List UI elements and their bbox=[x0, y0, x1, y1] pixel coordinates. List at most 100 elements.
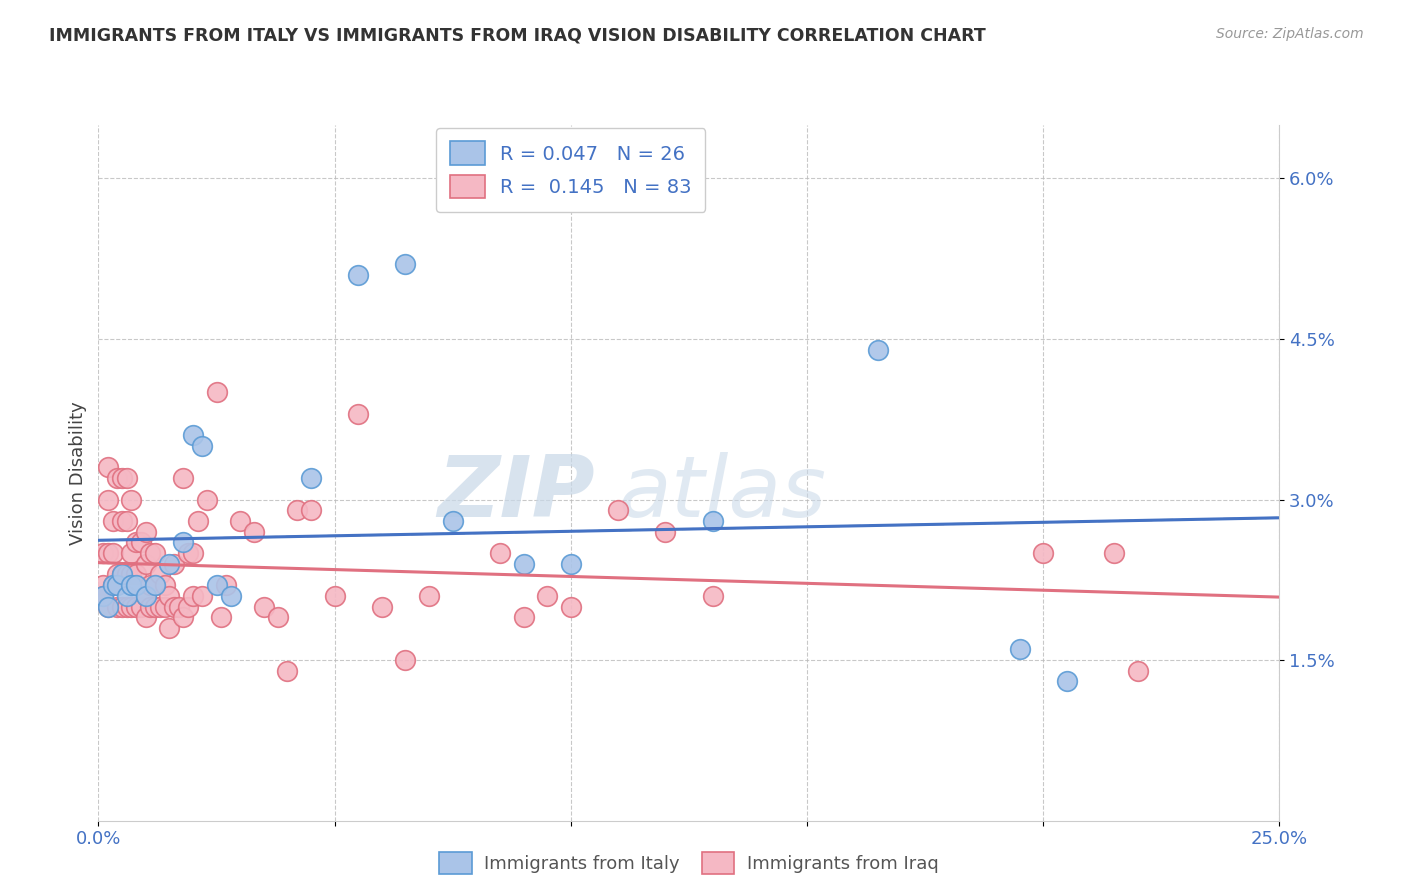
Point bbox=[129, 535, 152, 549]
Point bbox=[105, 567, 128, 582]
Text: IMMIGRANTS FROM ITALY VS IMMIGRANTS FROM IRAQ VISION DISABILITY CORRELATION CHAR: IMMIGRANTS FROM ITALY VS IMMIGRANTS FROM… bbox=[49, 27, 986, 45]
Point bbox=[129, 599, 152, 614]
Point bbox=[285, 503, 308, 517]
Point bbox=[115, 514, 138, 528]
Point bbox=[219, 589, 242, 603]
Point bbox=[177, 599, 200, 614]
Point bbox=[125, 599, 148, 614]
Point bbox=[105, 599, 128, 614]
Point bbox=[253, 599, 276, 614]
Point bbox=[105, 578, 128, 592]
Point bbox=[276, 664, 298, 678]
Point bbox=[157, 621, 180, 635]
Point bbox=[91, 589, 114, 603]
Point bbox=[101, 546, 124, 560]
Point bbox=[1102, 546, 1125, 560]
Point bbox=[121, 492, 143, 507]
Point bbox=[97, 460, 120, 475]
Point bbox=[91, 578, 114, 592]
Point bbox=[512, 610, 534, 624]
Point bbox=[177, 546, 200, 560]
Point bbox=[209, 610, 232, 624]
Point bbox=[91, 589, 114, 603]
Point bbox=[371, 599, 394, 614]
Text: Source: ZipAtlas.com: Source: ZipAtlas.com bbox=[1216, 27, 1364, 41]
Point bbox=[111, 567, 134, 582]
Point bbox=[181, 546, 204, 560]
Point bbox=[187, 514, 209, 528]
Point bbox=[121, 567, 143, 582]
Point bbox=[607, 503, 630, 517]
Point bbox=[135, 610, 157, 624]
Point bbox=[121, 546, 143, 560]
Point bbox=[163, 557, 186, 571]
Point bbox=[702, 589, 724, 603]
Point bbox=[243, 524, 266, 539]
Point bbox=[512, 557, 534, 571]
Point bbox=[441, 514, 464, 528]
Point bbox=[105, 471, 128, 485]
Point bbox=[267, 610, 290, 624]
Point bbox=[111, 514, 134, 528]
Point bbox=[229, 514, 252, 528]
Point bbox=[135, 589, 157, 603]
Point bbox=[181, 589, 204, 603]
Point bbox=[163, 599, 186, 614]
Point bbox=[97, 599, 120, 614]
Point bbox=[560, 599, 582, 614]
Point bbox=[97, 599, 120, 614]
Point bbox=[111, 599, 134, 614]
Point bbox=[153, 578, 176, 592]
Point bbox=[135, 557, 157, 571]
Point bbox=[1032, 546, 1054, 560]
Point bbox=[299, 503, 322, 517]
Point bbox=[125, 578, 148, 592]
Point bbox=[299, 471, 322, 485]
Point bbox=[143, 578, 166, 592]
Point bbox=[172, 471, 194, 485]
Text: atlas: atlas bbox=[619, 452, 827, 535]
Point bbox=[195, 492, 218, 507]
Point bbox=[115, 567, 138, 582]
Point bbox=[702, 514, 724, 528]
Point bbox=[143, 578, 166, 592]
Point bbox=[111, 471, 134, 485]
Point bbox=[125, 567, 148, 582]
Point bbox=[149, 567, 172, 582]
Point bbox=[97, 492, 120, 507]
Point bbox=[172, 535, 194, 549]
Y-axis label: Vision Disability: Vision Disability bbox=[69, 401, 87, 545]
Point bbox=[1126, 664, 1149, 678]
Point bbox=[121, 599, 143, 614]
Point bbox=[172, 610, 194, 624]
Point bbox=[121, 578, 143, 592]
Point bbox=[181, 428, 204, 442]
Point bbox=[153, 599, 176, 614]
Point bbox=[191, 589, 214, 603]
Point bbox=[115, 471, 138, 485]
Point bbox=[143, 599, 166, 614]
Point bbox=[215, 578, 238, 592]
Point bbox=[1008, 642, 1031, 657]
Point bbox=[125, 535, 148, 549]
Point bbox=[866, 343, 889, 357]
Point bbox=[115, 599, 138, 614]
Point bbox=[157, 557, 180, 571]
Point bbox=[135, 524, 157, 539]
Point bbox=[167, 599, 190, 614]
Point bbox=[101, 578, 124, 592]
Point bbox=[418, 589, 440, 603]
Point bbox=[101, 514, 124, 528]
Point bbox=[115, 589, 138, 603]
Point bbox=[101, 578, 124, 592]
Point bbox=[560, 557, 582, 571]
Point bbox=[323, 589, 346, 603]
Point bbox=[111, 567, 134, 582]
Point bbox=[654, 524, 676, 539]
Point bbox=[205, 578, 228, 592]
Point bbox=[149, 599, 172, 614]
Point bbox=[91, 546, 114, 560]
Legend: Immigrants from Italy, Immigrants from Iraq: Immigrants from Italy, Immigrants from I… bbox=[432, 845, 946, 881]
Point bbox=[489, 546, 512, 560]
Point bbox=[394, 257, 416, 271]
